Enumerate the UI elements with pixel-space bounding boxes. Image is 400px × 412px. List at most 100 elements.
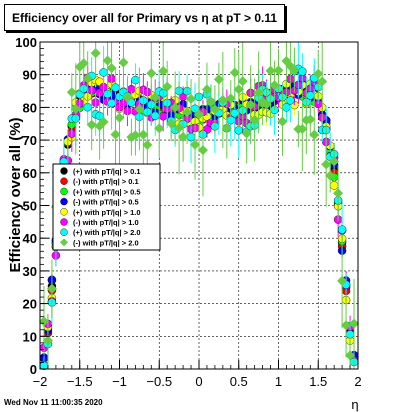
data-point-marker (70, 103, 81, 114)
data-point-marker (329, 156, 340, 167)
data-point-marker (197, 145, 208, 156)
data-point-marker (217, 95, 228, 106)
data-point-marker (201, 84, 212, 95)
data-point-marker (130, 130, 141, 141)
data-point-marker (229, 67, 240, 78)
data-point-marker (174, 122, 185, 133)
legend-marker (60, 187, 68, 196)
y-tick-label: 20 (23, 297, 37, 312)
data-point-marker (345, 330, 355, 339)
data-point-marker (249, 114, 260, 125)
y-tick-label: 0 (30, 362, 37, 377)
data-point-marker (329, 181, 339, 190)
data-point-marker (90, 48, 101, 59)
data-point-marker (86, 119, 97, 130)
data-point-marker (186, 132, 196, 142)
data-point-marker (226, 115, 236, 125)
data-point-marker (134, 103, 145, 114)
legend-label: (+) with pT/|q| > 0.5 (73, 187, 141, 196)
data-point-marker (146, 68, 157, 79)
x-tick-label: −0.5 (146, 374, 172, 389)
x-tick-label: −2 (33, 374, 48, 389)
data-point-marker (261, 99, 272, 110)
legend-label: (+) with pT/|q| > 2.0 (73, 228, 141, 237)
data-point-marker (286, 96, 295, 105)
y-tick-label: 70 (23, 133, 37, 148)
data-point-marker (82, 73, 93, 84)
data-point-marker (337, 225, 347, 234)
legend-label: (-) with pT/|q| > 0.5 (73, 198, 139, 207)
data-point-marker (66, 87, 77, 98)
data-point-marker (166, 118, 177, 129)
data-point-marker (178, 131, 189, 142)
x-tick-label: −1.5 (67, 374, 93, 389)
data-point-marker (186, 93, 197, 104)
x-axis-label: η (351, 397, 358, 412)
y-tick-label: 80 (23, 100, 37, 115)
y-tick-label: 50 (23, 199, 37, 214)
data-point-marker (150, 92, 161, 103)
data-point-marker (265, 65, 276, 76)
data-point-marker (333, 188, 344, 199)
y-tick-labels: 0 10 20 30 40 50 60 70 80 90 100 (15, 35, 37, 377)
data-point-marker (182, 107, 193, 118)
legend-label: (-) with pT/|q| > 2.0 (73, 238, 139, 247)
data-point-marker (233, 84, 244, 95)
y-axis-label: Efficiency over all (%) (7, 117, 24, 272)
axis-ticks (39, 41, 359, 370)
data-point-marker (102, 55, 113, 66)
data-point-marker (289, 64, 300, 75)
data-point-marker (345, 350, 356, 361)
legend-marker (60, 167, 68, 175)
data-point-marker (273, 65, 284, 76)
y-tick-label: 100 (15, 35, 37, 50)
data-point-marker (99, 68, 108, 77)
data-point-marker (190, 139, 201, 150)
data-point-marker (309, 129, 320, 140)
data-point-marker (159, 112, 168, 121)
data-point-marker (230, 108, 239, 118)
data-point-marker (253, 87, 264, 98)
legend-marker (60, 238, 68, 247)
data-point-marker (170, 102, 181, 113)
x-tick-label: 0 (195, 374, 202, 389)
data-point-marker (234, 126, 243, 135)
data-point-marker (221, 123, 232, 134)
data-point-marker (321, 159, 332, 170)
data-point-marker (122, 92, 133, 103)
data-point-marker (209, 104, 220, 115)
data-point-marker (78, 58, 89, 69)
x-tick-label: −1 (112, 374, 127, 389)
y-tick-label: 30 (23, 264, 37, 279)
y-tick-label: 40 (23, 231, 37, 246)
data-point-marker (118, 57, 129, 68)
legend-entries: (+) with pT/|q| > 0.1 (-) with pT/|q| > 0… (60, 167, 141, 247)
data-point-marker (325, 170, 336, 181)
data-point-marker (131, 75, 140, 85)
legend-marker (60, 177, 68, 185)
x-tick-label: 0.5 (230, 374, 248, 389)
data-point-marker (107, 98, 116, 108)
legend-label: (+) with pT/|q| > 1.0 (73, 208, 141, 217)
data-point-marker (194, 109, 204, 120)
legend-label: (-) with pT/|q| > 1.0 (73, 218, 139, 227)
data-point-marker (237, 76, 248, 87)
data-point-marker (74, 61, 85, 72)
legend-box (52, 163, 161, 251)
data-point-marker (341, 320, 352, 331)
data-point-marker (114, 112, 125, 123)
data-point-marker (142, 139, 153, 150)
legend-label: (+) with pT/|q| > 0.1 (73, 167, 141, 176)
data-point-marker (42, 335, 53, 346)
data-point-marker (38, 316, 49, 327)
data-point-marker (298, 67, 307, 76)
y-tick-label: 90 (23, 68, 37, 83)
data-point-marker (106, 63, 117, 74)
data-point-marker (111, 83, 120, 92)
data-point-marker (213, 74, 224, 85)
legend-marker (60, 228, 68, 236)
legend-marker (60, 218, 68, 226)
data-point-marker (158, 65, 169, 76)
data-point-marker (138, 129, 149, 140)
